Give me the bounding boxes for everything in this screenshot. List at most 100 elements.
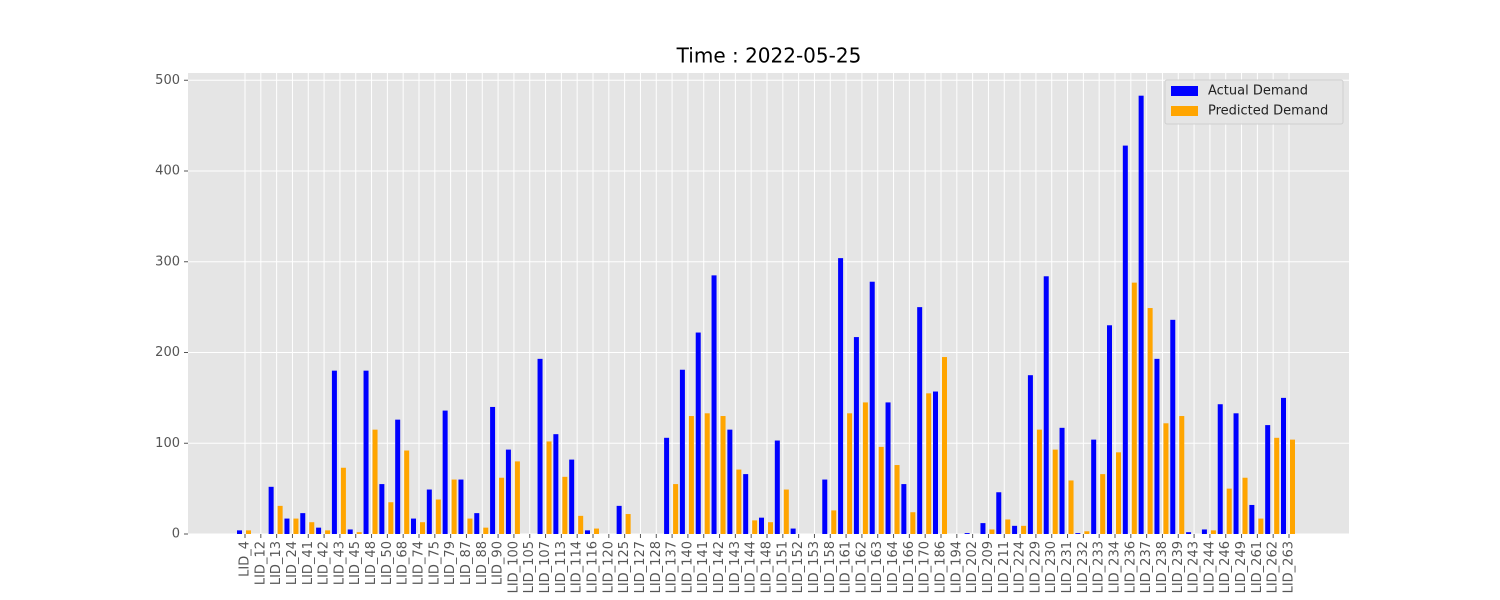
bar (752, 520, 758, 534)
bar (838, 258, 844, 534)
x-tick-label: LID_24 (285, 541, 300, 585)
x-tick-label: LID_249 (1234, 541, 1249, 593)
x-tick-label: LID_127 (633, 541, 648, 593)
bar (505, 449, 511, 534)
x-tick-label: LID_244 (1202, 541, 1217, 593)
y-tick-label: 100 (155, 436, 180, 451)
y-tick-label: 300 (155, 254, 180, 269)
legend-swatch (1171, 106, 1198, 116)
bar (783, 489, 789, 534)
bar (1217, 404, 1223, 534)
bar (442, 410, 448, 534)
x-tick-label: LID_114 (570, 541, 585, 593)
bar (1265, 425, 1271, 534)
x-tick-label: LID_152 (791, 541, 806, 593)
bar (727, 429, 733, 534)
x-tick-label: LID_209 (981, 541, 996, 593)
bar (704, 413, 710, 534)
x-tick-label: LID_238 (1155, 541, 1170, 593)
bar (862, 402, 868, 534)
bar (917, 307, 923, 534)
bar (1043, 276, 1049, 534)
x-tick-label: LID_125 (617, 541, 632, 593)
bar (237, 530, 242, 534)
bar (1005, 519, 1011, 534)
x-tick-label: LID_162 (854, 541, 869, 593)
x-tick-label: LID_90 (491, 541, 506, 585)
legend-text: Predicted Demand (1208, 104, 1328, 119)
x-tick-label: LID_74 (412, 541, 427, 585)
bar (356, 532, 362, 534)
x-tick-label: LID_236 (1123, 541, 1138, 593)
bar (759, 517, 764, 534)
x-tick-label: LID_233 (1092, 541, 1107, 593)
bar (1186, 532, 1192, 534)
x-tick-label: LID_113 (554, 541, 569, 593)
bar (1091, 439, 1097, 534)
bar (1147, 308, 1153, 534)
x-tick-label: LID_163 (870, 541, 885, 593)
x-tick-label: LID_105 (522, 541, 537, 593)
bar (490, 406, 496, 534)
bar (625, 514, 631, 534)
bar (379, 484, 385, 534)
bar (1281, 397, 1286, 534)
x-tick-label: LID_232 (1076, 541, 1091, 593)
x-tick-label: LID_48 (364, 541, 379, 585)
bar (426, 489, 432, 534)
bar (268, 486, 274, 534)
bar (404, 450, 410, 534)
x-tick-label: LID_230 (1044, 541, 1059, 593)
bar (363, 370, 369, 534)
bar (847, 413, 853, 534)
bar (711, 275, 717, 534)
bar (553, 434, 559, 534)
bar (1154, 358, 1160, 534)
bar (894, 465, 900, 534)
bar (1068, 480, 1074, 534)
bar (388, 502, 394, 534)
bar (1138, 95, 1144, 534)
legend-swatch (1171, 86, 1198, 96)
bar (499, 477, 505, 534)
bar (1226, 488, 1232, 534)
bar (1249, 504, 1255, 534)
bar (1027, 375, 1033, 534)
bar (514, 461, 520, 534)
bar (878, 446, 884, 534)
bar (1163, 423, 1169, 534)
bar (1274, 437, 1280, 534)
x-tick-label: LID_107 (538, 541, 553, 593)
bar (1290, 439, 1295, 534)
bar (309, 522, 315, 534)
bar (1100, 474, 1106, 534)
bar (594, 528, 599, 534)
bar (743, 474, 749, 534)
x-tick-label: LID_202 (965, 541, 980, 593)
bar (1179, 416, 1185, 534)
bar (569, 459, 575, 534)
bar (853, 337, 859, 534)
bar (1116, 452, 1121, 534)
bar (980, 523, 986, 534)
x-tick-label: LID_261 (1250, 541, 1265, 593)
x-tick-label: LID_224 (1013, 541, 1028, 593)
bar (300, 513, 306, 534)
bar (325, 530, 331, 534)
bar (910, 512, 916, 534)
x-tick-label: LID_143 (728, 541, 743, 593)
bar (585, 530, 590, 534)
bar (790, 528, 796, 534)
x-tick-label: LID_87 (459, 541, 474, 585)
bar (616, 505, 622, 534)
x-tick-label: LID_41 (301, 541, 316, 585)
x-tick-label: LID_231 (1060, 541, 1075, 593)
bar (284, 518, 290, 534)
x-tick-label: LID_246 (1218, 541, 1233, 593)
bar (831, 510, 837, 534)
x-tick-label: LID_237 (1139, 541, 1154, 593)
bar (1131, 282, 1137, 534)
bar (1170, 319, 1176, 534)
bar (537, 358, 543, 534)
